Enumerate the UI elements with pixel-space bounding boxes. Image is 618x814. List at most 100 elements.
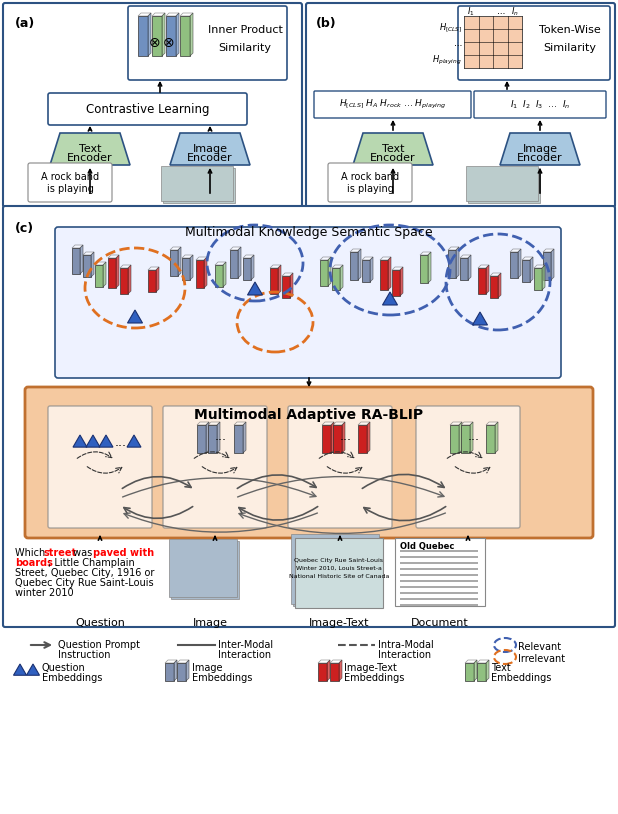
Polygon shape	[339, 660, 342, 681]
Polygon shape	[99, 435, 113, 447]
Bar	[333, 425, 342, 453]
Polygon shape	[459, 422, 462, 453]
Bar	[332, 268, 340, 290]
Text: $\otimes$: $\otimes$	[148, 36, 160, 50]
Text: Interaction: Interaction	[218, 650, 271, 660]
Polygon shape	[478, 265, 489, 268]
Polygon shape	[230, 247, 241, 250]
Polygon shape	[162, 13, 165, 56]
Text: $\cdots$: $\cdots$	[452, 40, 462, 49]
Text: Image: Image	[192, 663, 222, 673]
Bar	[234, 425, 243, 453]
Polygon shape	[322, 422, 334, 425]
FancyBboxPatch shape	[474, 91, 606, 118]
Polygon shape	[14, 664, 27, 676]
Polygon shape	[392, 267, 403, 270]
Text: Text: Text	[382, 144, 404, 154]
Polygon shape	[461, 422, 473, 425]
Bar	[490, 276, 498, 298]
Polygon shape	[238, 247, 241, 278]
Bar	[466, 166, 538, 201]
Bar	[395, 538, 485, 606]
Bar	[196, 260, 204, 288]
Text: Relevant: Relevant	[518, 642, 561, 652]
Text: $\cdots$: $\cdots$	[496, 7, 505, 16]
Text: Instruction: Instruction	[58, 650, 111, 660]
Polygon shape	[456, 247, 459, 278]
Polygon shape	[91, 252, 94, 277]
Text: (b): (b)	[316, 17, 337, 30]
Bar	[330, 663, 339, 681]
Text: Text: Text	[491, 663, 510, 673]
Text: Question Prompt: Question Prompt	[58, 640, 140, 650]
Polygon shape	[223, 262, 226, 287]
Polygon shape	[333, 422, 345, 425]
Text: Image: Image	[192, 618, 227, 628]
Text: Question: Question	[75, 618, 125, 628]
Polygon shape	[358, 422, 370, 425]
Polygon shape	[331, 422, 334, 453]
Polygon shape	[328, 257, 331, 286]
Polygon shape	[156, 267, 159, 292]
Polygon shape	[518, 249, 521, 278]
Text: Similarity: Similarity	[543, 43, 596, 53]
Polygon shape	[72, 245, 83, 248]
Polygon shape	[108, 255, 119, 258]
Polygon shape	[215, 262, 226, 265]
Polygon shape	[551, 249, 554, 280]
Bar	[291, 534, 379, 604]
Text: $H_{[CLS]}$ $H_A$ $H_{rock}$ ... $H_{playing}$: $H_{[CLS]}$ $H_A$ $H_{rock}$ ... $H_{pla…	[339, 98, 446, 111]
Text: $I_1$: $I_1$	[467, 6, 475, 18]
Polygon shape	[166, 13, 179, 16]
Text: Inner Product: Inner Product	[208, 25, 282, 35]
Polygon shape	[178, 247, 181, 276]
Polygon shape	[103, 262, 106, 287]
Bar	[215, 265, 223, 287]
Polygon shape	[450, 422, 462, 425]
Polygon shape	[460, 255, 471, 258]
Text: was: was	[70, 548, 95, 558]
Polygon shape	[120, 265, 131, 268]
Polygon shape	[80, 245, 83, 274]
Polygon shape	[128, 265, 131, 294]
Polygon shape	[495, 422, 498, 453]
Text: Encoder: Encoder	[517, 153, 563, 163]
Bar	[400, 550, 478, 552]
Bar	[295, 538, 383, 608]
Bar	[543, 252, 551, 280]
Text: Embeddings: Embeddings	[344, 673, 404, 683]
Bar	[173, 543, 241, 601]
Polygon shape	[465, 660, 477, 663]
Bar	[350, 252, 358, 280]
Text: ...: ...	[215, 431, 227, 444]
Bar	[120, 268, 128, 294]
Bar	[358, 425, 367, 453]
Bar	[400, 562, 478, 564]
Bar	[171, 541, 239, 599]
Text: ...: ...	[468, 431, 480, 444]
Polygon shape	[243, 255, 254, 258]
Bar	[400, 574, 478, 576]
Polygon shape	[362, 257, 373, 260]
Bar	[400, 592, 478, 594]
Bar	[362, 260, 370, 282]
Text: Street, Quebec City, 1916 or: Street, Quebec City, 1916 or	[15, 568, 154, 578]
Polygon shape	[251, 255, 254, 280]
Text: Which: Which	[15, 548, 48, 558]
FancyBboxPatch shape	[55, 227, 561, 378]
Polygon shape	[342, 422, 345, 453]
FancyBboxPatch shape	[328, 163, 412, 202]
Text: Document: Document	[411, 618, 469, 628]
Text: ...: ...	[340, 431, 352, 444]
Bar	[380, 260, 388, 290]
Bar	[400, 586, 478, 588]
Polygon shape	[486, 422, 498, 425]
Polygon shape	[543, 249, 554, 252]
Bar	[72, 248, 80, 274]
Bar	[322, 425, 331, 453]
Bar	[163, 168, 235, 203]
Polygon shape	[330, 660, 342, 663]
Polygon shape	[332, 265, 343, 268]
FancyBboxPatch shape	[48, 406, 152, 528]
Bar	[282, 276, 290, 298]
